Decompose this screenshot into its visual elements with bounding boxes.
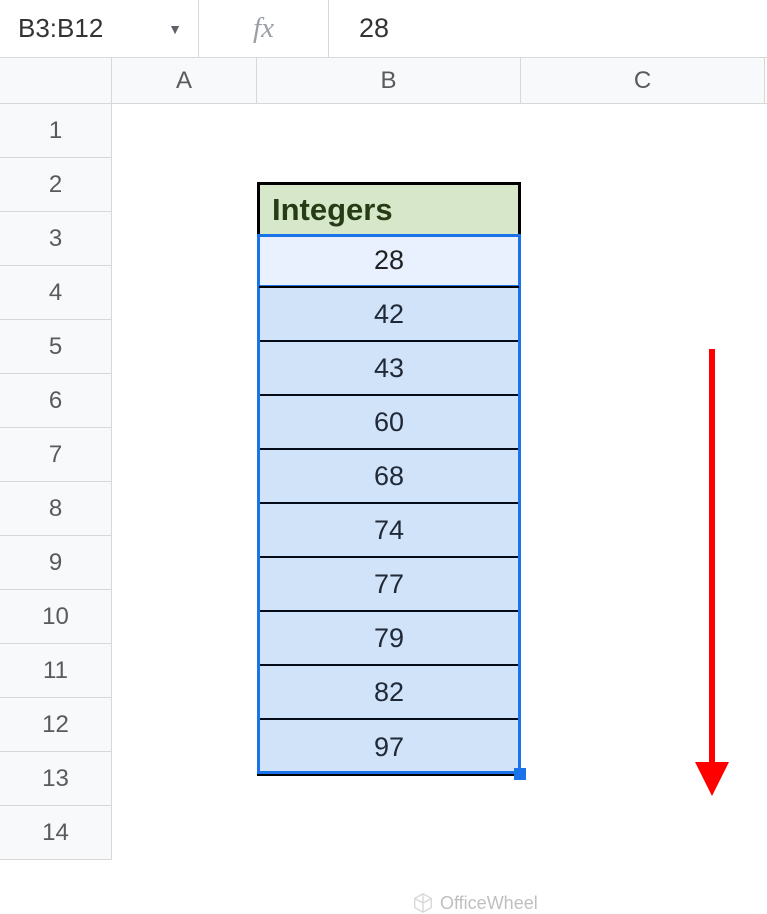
row-header-10[interactable]: 10 xyxy=(0,590,112,644)
row-header-11[interactable]: 11 xyxy=(0,644,112,698)
select-all-corner[interactable] xyxy=(0,58,112,103)
data-header-cell[interactable]: Integers xyxy=(257,182,521,236)
row-header-1[interactable]: 1 xyxy=(0,104,112,158)
data-cell-b3[interactable]: 28 xyxy=(259,234,519,288)
row-header-3[interactable]: 3 xyxy=(0,212,112,266)
chevron-down-icon[interactable]: ▼ xyxy=(168,21,182,37)
down-arrow-icon xyxy=(682,344,742,804)
data-cell-b10[interactable]: 79 xyxy=(259,612,519,666)
name-box[interactable]: B3:B12 ▼ xyxy=(0,0,199,57)
data-cell-b4[interactable]: 42 xyxy=(259,288,519,342)
row-header-2[interactable]: 2 xyxy=(0,158,112,212)
fx-label: fx xyxy=(199,0,329,57)
row-header-9[interactable]: 9 xyxy=(0,536,112,590)
data-header-label: Integers xyxy=(272,192,393,228)
row-headers: 1 2 3 4 5 6 7 8 9 10 11 12 13 14 xyxy=(0,104,112,860)
row-header-4[interactable]: 4 xyxy=(0,266,112,320)
data-cell-b6[interactable]: 60 xyxy=(259,396,519,450)
grid-body: 1 2 3 4 5 6 7 8 9 10 11 12 13 14 Integer… xyxy=(0,104,767,860)
fill-handle[interactable] xyxy=(514,768,526,780)
data-cell-b12[interactable]: 97 xyxy=(259,720,519,774)
row-header-7[interactable]: 7 xyxy=(0,428,112,482)
watermark: OfficeWheel xyxy=(412,892,538,914)
row-header-13[interactable]: 13 xyxy=(0,752,112,806)
data-cell-b7[interactable]: 68 xyxy=(259,450,519,504)
data-cells: 28 42 43 60 68 74 77 79 82 97 xyxy=(257,234,521,776)
data-cell-b5[interactable]: 43 xyxy=(259,342,519,396)
fx-text: fx xyxy=(253,12,274,45)
formula-input[interactable]: 28 xyxy=(329,0,767,57)
formula-value: 28 xyxy=(359,13,389,44)
name-box-value: B3:B12 xyxy=(18,13,103,44)
column-headers: A B C xyxy=(0,58,767,104)
row-header-12[interactable]: 12 xyxy=(0,698,112,752)
formula-bar: B3:B12 ▼ fx 28 xyxy=(0,0,767,58)
row-header-6[interactable]: 6 xyxy=(0,374,112,428)
cube-icon xyxy=(412,892,434,914)
watermark-text: OfficeWheel xyxy=(440,893,538,914)
column-header-c[interactable]: C xyxy=(521,58,765,103)
row-header-14[interactable]: 14 xyxy=(0,806,112,860)
row-header-8[interactable]: 8 xyxy=(0,482,112,536)
data-cell-b11[interactable]: 82 xyxy=(259,666,519,720)
data-cell-b9[interactable]: 77 xyxy=(259,558,519,612)
row-header-5[interactable]: 5 xyxy=(0,320,112,374)
column-header-b[interactable]: B xyxy=(257,58,521,103)
data-cell-b8[interactable]: 74 xyxy=(259,504,519,558)
column-header-a[interactable]: A xyxy=(112,58,257,103)
